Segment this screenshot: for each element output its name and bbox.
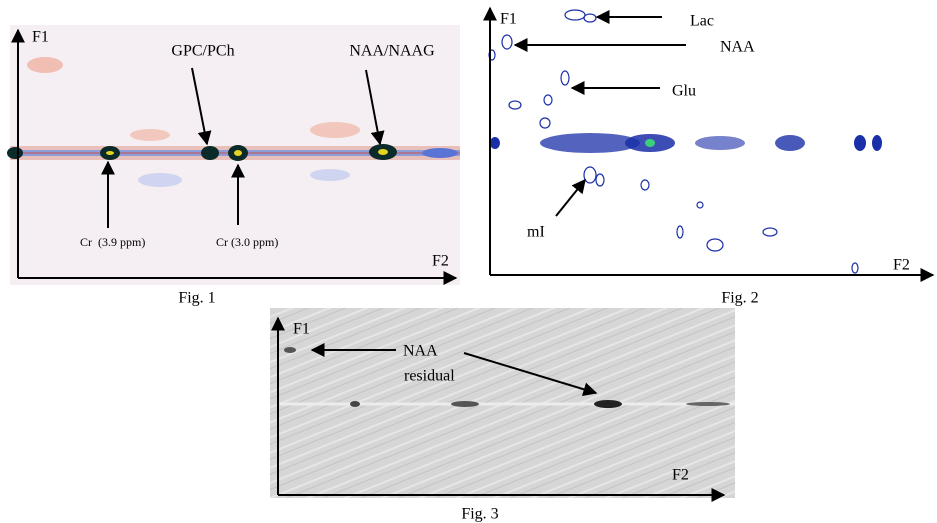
axis-label: F1 [32,29,49,46]
annotation: mI [527,224,545,241]
annotation: NAA [720,39,755,56]
axis-label: F1 [500,11,517,28]
annotation: Lac [690,13,714,30]
fig-3: F1 F2 NAA residual Fig. 3 [270,308,735,523]
annotation: GPC/PCh [171,43,234,60]
arrow [191,67,212,146]
contours [488,9,859,274]
fig-2: F1 F2 Lac NAA Glu mI Fig. 2 [483,0,937,307]
axis-label: F2 [893,257,910,274]
fig-1: F1 F2 GPC/PCh NAA/NAAG Cr (3.9 ppm) Cr (… [7,25,460,307]
arrow [555,178,586,217]
annotation: Glu [672,83,696,100]
peak-band [490,133,882,153]
arrow [365,69,385,146]
axis-label: F2 [672,467,689,484]
axis-label: F1 [293,321,310,338]
caption: Fig. 2 [721,290,758,307]
annotation: residual [404,368,455,385]
annotation: NAA [403,343,438,360]
residual-peaks [280,347,735,408]
annotation: Cr (3.9 ppm) [80,235,145,249]
axis-label: F2 [432,253,449,270]
annotation: Cr (3.0 ppm) [216,235,278,249]
arrow [463,352,598,397]
annotation: NAA/NAAG [349,43,435,60]
caption: Fig. 3 [461,506,498,523]
caption: Fig. 1 [178,290,215,307]
